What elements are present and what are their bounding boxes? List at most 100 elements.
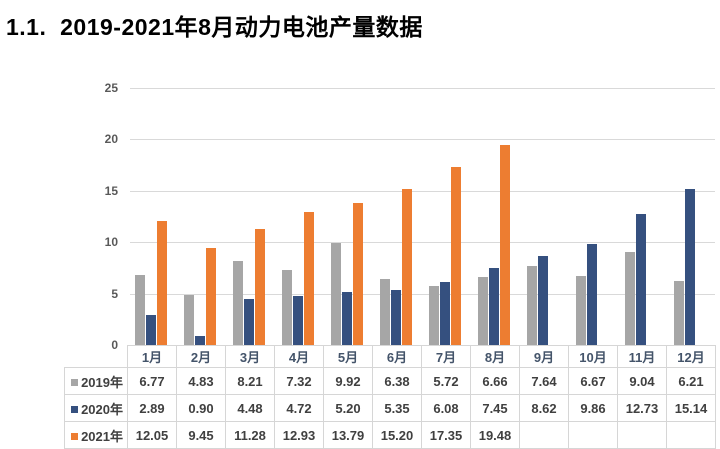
bar-2020年-3月 — [244, 299, 254, 345]
table-value-cell: 5.20 — [323, 394, 373, 422]
bar-2020年-10月 — [587, 244, 597, 345]
bar-2020年-1月 — [146, 315, 156, 345]
table-corner-blank — [65, 346, 128, 368]
month-header-cell: 7月 — [421, 345, 471, 368]
legend-label: 2019年 — [81, 374, 123, 390]
y-axis-tick-label: 0 — [111, 338, 118, 352]
table-value-cell: 6.21 — [666, 367, 716, 395]
table-value-cell: 7.32 — [274, 367, 324, 395]
bar-2020年-4月 — [293, 296, 303, 345]
table-value-cell: 9.92 — [323, 367, 373, 395]
gridline — [130, 242, 715, 243]
month-header-cell: 3月 — [225, 345, 275, 368]
table-value-cell: 15.14 — [666, 394, 716, 422]
legend-swatch-icon — [71, 378, 79, 386]
table-row-2019年: 2019年 6.77 4.83 8.21 7.32 9.92 6.38 5.72 6.66 7.6… — [64, 367, 716, 395]
table-value-cell: 8.21 — [225, 367, 275, 395]
table-row-2020年: 2020年 2.89 0.90 4.48 4.72 5.20 5.35 6.08 7.45 8.6… — [64, 394, 716, 422]
table-value-cell: 4.48 — [225, 394, 275, 422]
table-value-cell: 6.67 — [568, 367, 618, 395]
table-value-cell: 5.35 — [372, 394, 422, 422]
legend-cell-2020年: 2020年 — [64, 394, 128, 422]
table-value-cell: 9.86 — [568, 394, 618, 422]
bar-2020年-5月 — [342, 292, 352, 345]
bar-2019年-8月 — [478, 277, 488, 345]
table-value-cell: 5.72 — [421, 367, 471, 395]
gridline — [130, 139, 715, 140]
legend-swatch-icon — [71, 432, 79, 440]
table-value-cell: 6.38 — [372, 367, 422, 395]
month-header-row: 1月 2月 3月 4月 5月 6月 7月 8月 9月 10月 11月 12月 — [65, 345, 716, 368]
bar-2019年-3月 — [233, 261, 243, 345]
gridline — [130, 294, 715, 295]
legend-cell-2019年: 2019年 — [64, 367, 128, 395]
table-value-cell: 7.64 — [519, 367, 569, 395]
table-value-cell: 12.05 — [127, 421, 177, 449]
bar-2019年-6月 — [380, 279, 390, 345]
table-value-cell — [666, 421, 716, 449]
table-value-cell: 6.66 — [470, 367, 520, 395]
month-header-cell: 11月 — [617, 345, 667, 368]
bar-2020年-8月 — [489, 268, 499, 345]
bar-2020年-2月 — [195, 336, 205, 345]
bar-2021年-3月 — [255, 229, 265, 345]
table-value-cell — [519, 421, 569, 449]
month-header-cell: 9月 — [519, 345, 569, 368]
month-header-cell: 2月 — [176, 345, 226, 368]
bar-2020年-9月 — [538, 256, 548, 345]
bar-2020年-12月 — [685, 189, 695, 345]
table-value-cell: 15.20 — [372, 421, 422, 449]
bar-2019年-2月 — [184, 295, 194, 345]
bar-2019年-5月 — [331, 243, 341, 345]
y-axis-tick-label: 25 — [104, 81, 118, 95]
table-value-cell: 4.72 — [274, 394, 324, 422]
bar-2019年-7月 — [429, 286, 439, 345]
bar-2021年-7月 — [451, 167, 461, 345]
bar-2019年-1月 — [135, 275, 145, 345]
bar-2021年-1月 — [157, 221, 167, 345]
table-value-cell: 6.08 — [421, 394, 471, 422]
table-value-cell: 17.35 — [421, 421, 471, 449]
month-header-cell: 5月 — [323, 345, 373, 368]
bar-2021年-8月 — [500, 145, 510, 345]
bar-2019年-9月 — [527, 266, 537, 345]
bar-2020年-11月 — [636, 214, 646, 345]
month-header-cell: 6月 — [372, 345, 422, 368]
table-row-2021年: 2021年 12.05 9.45 11.28 12.93 13.79 15.20 17.35 1… — [64, 421, 716, 449]
table-value-cell: 2.89 — [127, 394, 177, 422]
y-axis-tick-label: 10 — [104, 235, 118, 249]
bar-2021年-5月 — [353, 203, 363, 345]
month-header-cell: 1月 — [127, 345, 177, 368]
bar-2019年-12月 — [674, 281, 684, 345]
table-value-cell: 12.93 — [274, 421, 324, 449]
legend-label: 2020年 — [81, 401, 123, 417]
bar-2021年-4月 — [304, 212, 314, 345]
y-axis-tick-label: 20 — [104, 132, 118, 146]
table-value-cell: 11.28 — [225, 421, 275, 449]
table-value-cell: 13.79 — [323, 421, 373, 449]
month-header-cell: 10月 — [568, 345, 618, 368]
legend-swatch-icon — [71, 405, 79, 413]
bar-2021年-2月 — [206, 248, 216, 345]
table-value-cell: 12.73 — [617, 394, 667, 422]
bar-2019年-10月 — [576, 276, 586, 345]
month-header-cell: 4月 — [274, 345, 324, 368]
table-value-cell: 9.04 — [617, 367, 667, 395]
table-value-cell — [617, 421, 667, 449]
table-value-cell: 7.45 — [470, 394, 520, 422]
page-title: 1.1. 2019-2021年8月动力电池产量数据 — [6, 14, 423, 40]
table-value-cell: 8.62 — [519, 394, 569, 422]
table-value-cell — [568, 421, 618, 449]
legend-cell-2021年: 2021年 — [64, 421, 128, 449]
bar-2019年-11月 — [625, 252, 635, 345]
month-header-cell: 12月 — [666, 345, 716, 368]
gridline — [130, 88, 715, 89]
table-value-cell: 0.90 — [176, 394, 226, 422]
gridline — [130, 191, 715, 192]
table-value-cell: 19.48 — [470, 421, 520, 449]
table-value-cell: 9.45 — [176, 421, 226, 449]
legend-label: 2021年 — [81, 428, 123, 444]
month-header-cell: 8月 — [470, 345, 520, 368]
data-table: 1月 2月 3月 4月 5月 6月 7月 8月 9月 10月 11月 12月 2019年 6.77 4.83… — [64, 345, 716, 449]
